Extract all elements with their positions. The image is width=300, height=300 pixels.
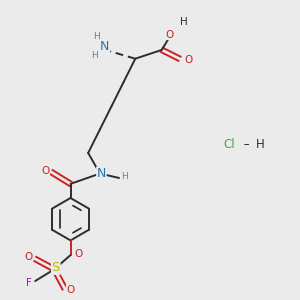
Text: H: H (93, 32, 100, 41)
Text: O: O (184, 55, 192, 65)
Text: H: H (180, 17, 188, 27)
Text: O: O (41, 166, 50, 176)
Text: H: H (256, 138, 265, 151)
Text: –: – (240, 138, 253, 151)
Text: F: F (26, 278, 32, 287)
Text: N: N (97, 167, 106, 180)
Text: Cl: Cl (224, 138, 235, 151)
Text: S: S (52, 261, 60, 274)
Text: O: O (25, 253, 33, 262)
Text: O: O (66, 285, 75, 295)
Text: O: O (75, 249, 83, 259)
Text: H: H (91, 51, 98, 60)
Text: N: N (100, 40, 109, 53)
Text: H: H (122, 172, 128, 181)
Text: O: O (165, 30, 173, 40)
